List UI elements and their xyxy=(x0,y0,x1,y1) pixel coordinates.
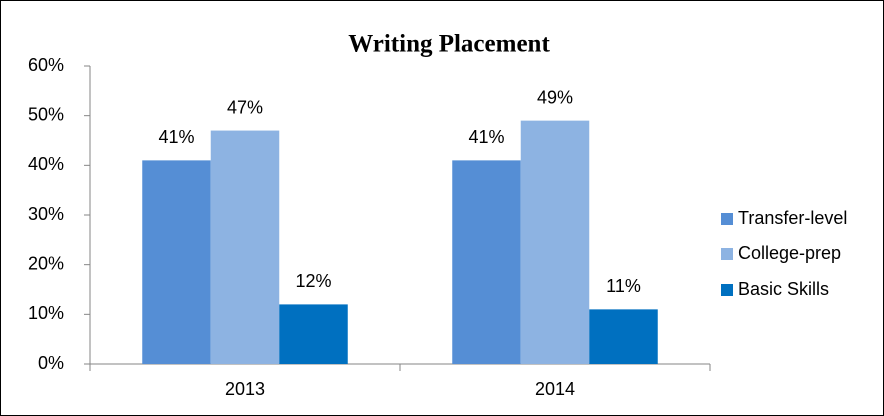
legend-label: Basic Skills xyxy=(738,279,829,299)
bar xyxy=(520,120,590,364)
data-label: 41% xyxy=(158,127,194,147)
y-tick-label: 20% xyxy=(28,253,64,273)
legend-swatch xyxy=(721,284,733,296)
chart-title: Writing Placement xyxy=(348,31,550,58)
bar xyxy=(589,309,658,364)
y-tick-label: 0% xyxy=(38,353,64,373)
data-label: 49% xyxy=(537,87,573,107)
legend-swatch xyxy=(721,213,733,225)
x-tick-label: 2014 xyxy=(535,379,575,399)
legend-swatch xyxy=(721,248,733,260)
y-tick-label: 40% xyxy=(28,154,64,174)
legend-label: Transfer-level xyxy=(738,208,847,228)
x-tick-label: 2013 xyxy=(225,379,265,399)
y-tick-label: 60% xyxy=(28,55,64,75)
data-label: 47% xyxy=(227,97,263,117)
y-tick-label: 50% xyxy=(28,104,64,124)
data-label: 41% xyxy=(468,127,504,147)
y-tick-label: 10% xyxy=(28,303,64,323)
legend-label: College-prep xyxy=(738,243,841,263)
data-label: 11% xyxy=(606,276,641,296)
bar xyxy=(210,130,280,364)
bar xyxy=(142,160,211,364)
data-label: 12% xyxy=(295,271,331,291)
y-tick-label: 30% xyxy=(28,204,64,224)
bar xyxy=(279,304,348,364)
bar xyxy=(452,160,521,364)
